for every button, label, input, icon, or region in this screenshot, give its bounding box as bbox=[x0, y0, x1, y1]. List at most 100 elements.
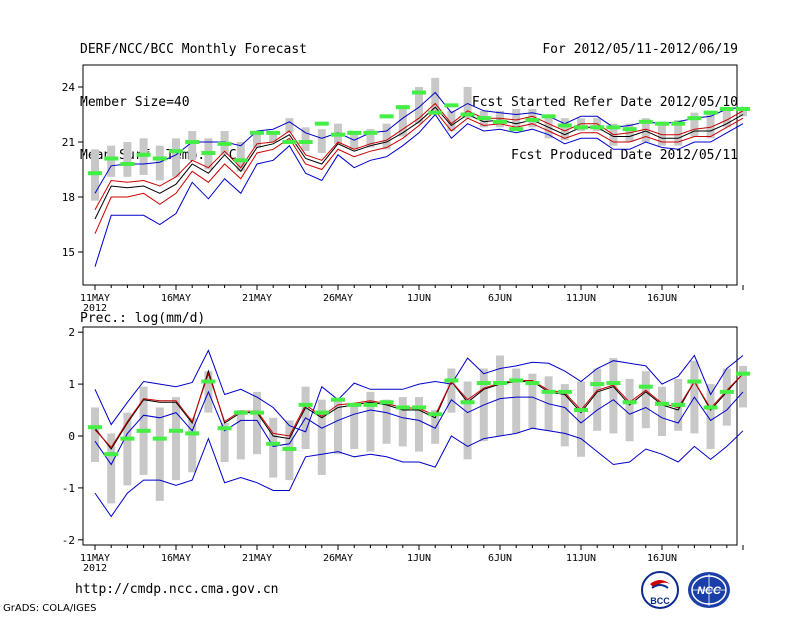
observed-marker bbox=[379, 400, 394, 405]
spread-bar bbox=[722, 109, 731, 128]
series-median bbox=[94, 106, 744, 220]
spread-bar bbox=[496, 110, 504, 128]
spread-bar bbox=[496, 355, 504, 436]
observed-marker bbox=[557, 389, 572, 394]
observed-marker bbox=[525, 118, 540, 122]
spread-bar bbox=[625, 378, 634, 442]
x-tick-label: 6JUN bbox=[488, 293, 512, 304]
x-tick-label: 16JUN bbox=[647, 553, 677, 564]
spread-bar bbox=[415, 397, 423, 452]
observed-marker bbox=[266, 130, 281, 135]
spread-bar bbox=[317, 399, 326, 475]
observed-marker bbox=[363, 402, 378, 407]
observed-marker bbox=[363, 130, 378, 135]
y-tick-label: -2 bbox=[62, 534, 75, 547]
observed-marker bbox=[217, 426, 232, 431]
series-envelope_low bbox=[94, 427, 744, 518]
bcc-logo-text: BCC bbox=[650, 596, 670, 606]
observed-marker bbox=[88, 425, 102, 430]
observed-marker bbox=[347, 402, 362, 407]
ncc-logo-text: NCC bbox=[697, 585, 722, 597]
spread-bar bbox=[188, 417, 197, 473]
spread-bar bbox=[560, 384, 569, 447]
spread-bar bbox=[577, 118, 585, 131]
source-url[interactable]: http://cmdp.ncc.cma.gov.cn bbox=[75, 582, 279, 597]
spread-bar bbox=[107, 145, 116, 177]
y-tick-label: 2 bbox=[68, 326, 75, 339]
spread-bar bbox=[301, 127, 310, 152]
observed-marker bbox=[201, 151, 216, 155]
series-max bbox=[94, 113, 744, 267]
spread-bar bbox=[560, 118, 569, 141]
observed-marker bbox=[314, 410, 329, 415]
y-tick-label: -1 bbox=[62, 482, 75, 495]
observed-marker bbox=[671, 121, 686, 126]
observed-marker bbox=[719, 389, 734, 394]
observed-marker bbox=[120, 162, 135, 166]
observed-marker bbox=[557, 123, 572, 128]
x-tick-label: 11JUN bbox=[566, 293, 596, 304]
x-tick-label: 16MAY bbox=[161, 553, 191, 564]
spread-bar bbox=[415, 87, 423, 124]
x-tick-label: 1JUN bbox=[407, 553, 431, 564]
y-tick-label: 0 bbox=[68, 430, 75, 443]
spread-bar bbox=[172, 397, 180, 481]
spread-bar bbox=[447, 110, 456, 131]
observed-marker bbox=[590, 382, 605, 387]
spread-bar bbox=[236, 142, 245, 172]
spread-bar bbox=[334, 399, 342, 455]
spread-bar bbox=[269, 132, 278, 142]
observed-marker bbox=[655, 121, 669, 126]
observed-marker bbox=[88, 171, 102, 176]
observed-marker bbox=[703, 405, 718, 410]
observed-marker bbox=[622, 127, 637, 132]
spread-bar bbox=[317, 129, 326, 153]
y-tick-label: 1 bbox=[68, 378, 75, 391]
spread-bar bbox=[382, 123, 391, 150]
observed-marker bbox=[233, 410, 248, 415]
spread-bar bbox=[91, 407, 99, 462]
bcc-logo: BCC bbox=[640, 570, 680, 614]
member-size: Member Size=40 bbox=[80, 95, 190, 110]
observed-marker bbox=[493, 381, 507, 386]
spread-bar bbox=[253, 391, 261, 455]
x-tick-label: 21MAY bbox=[242, 553, 272, 564]
observed-marker bbox=[493, 119, 507, 124]
x-tick-label: 11JUN bbox=[566, 553, 596, 564]
observed-marker bbox=[185, 431, 200, 436]
observed-marker bbox=[687, 379, 702, 384]
observed-marker bbox=[169, 149, 183, 154]
spread-bar bbox=[739, 109, 747, 117]
spread-bar bbox=[188, 131, 197, 161]
observed-marker bbox=[266, 441, 281, 446]
observed-marker bbox=[282, 140, 297, 144]
spread-bar bbox=[172, 138, 180, 177]
spread-bar bbox=[431, 77, 440, 111]
observed-marker bbox=[574, 408, 588, 413]
series-min bbox=[94, 91, 744, 194]
observed-marker bbox=[331, 132, 345, 137]
observed-marker bbox=[509, 127, 524, 132]
x-tick-label: 11MAY bbox=[80, 553, 110, 564]
observed-marker bbox=[541, 389, 556, 394]
observed-marker bbox=[233, 158, 248, 163]
observed-marker bbox=[250, 410, 264, 415]
observed-marker bbox=[395, 405, 410, 410]
spread-bar bbox=[690, 112, 699, 137]
observed-marker bbox=[638, 119, 653, 124]
spread-bar bbox=[366, 391, 375, 452]
observed-marker bbox=[476, 116, 491, 121]
y-tick-label: 21 bbox=[62, 136, 75, 149]
spread-bar bbox=[739, 365, 747, 408]
grads-credit: GrADS: COLA/IGES bbox=[3, 603, 97, 614]
x-tick-label: 1JUN bbox=[407, 293, 431, 304]
observed-marker bbox=[395, 105, 410, 110]
observed-marker bbox=[444, 103, 459, 108]
observed-marker bbox=[104, 452, 119, 457]
spread-bar bbox=[350, 404, 359, 449]
x-tick-label: 16MAY bbox=[161, 293, 191, 304]
observed-marker bbox=[298, 140, 313, 144]
spread-bar bbox=[253, 132, 261, 148]
observed-marker bbox=[655, 401, 669, 406]
